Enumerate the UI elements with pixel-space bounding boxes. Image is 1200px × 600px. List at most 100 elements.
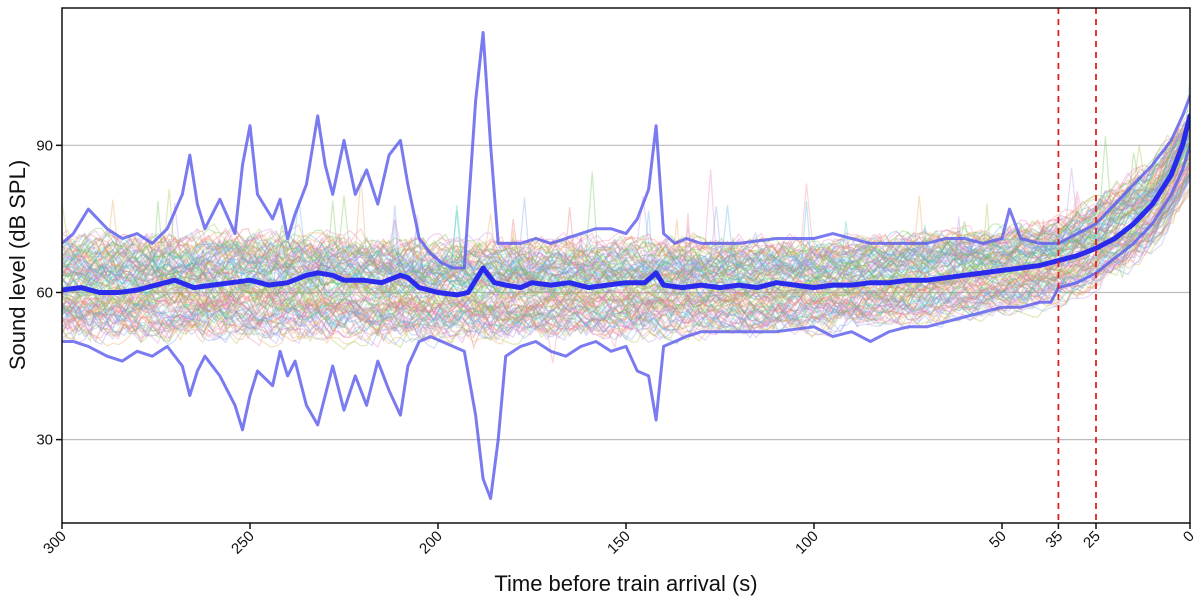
background-trace: [62, 156, 1190, 304]
x-tick-label-250: 250: [228, 528, 258, 558]
background-trace: [62, 164, 1190, 335]
background-trace: [62, 126, 1190, 280]
y-tick-label-60: 60: [36, 284, 53, 301]
background-trace: [62, 171, 1190, 332]
background-trace: [62, 137, 1190, 285]
background-trace: [62, 172, 1190, 339]
lower-percentile-line: [62, 143, 1190, 500]
background-trace: [62, 172, 1190, 336]
background-trace: [62, 127, 1190, 284]
background-trace: [62, 134, 1190, 294]
background-trace: [62, 140, 1190, 295]
background-trace: [62, 161, 1190, 321]
background-trace: [62, 175, 1190, 350]
background-trace: [62, 188, 1190, 348]
background-trace: [62, 130, 1190, 289]
background-trace: [62, 122, 1190, 286]
background-trace: [62, 172, 1190, 337]
background-trace: [62, 173, 1190, 340]
background-trace: [62, 129, 1190, 277]
background-trace: [62, 168, 1190, 345]
x-tick-label-100: 100: [792, 528, 822, 558]
background-trace: [62, 193, 1190, 338]
background-trace: [62, 75, 1190, 287]
background-trace: [62, 141, 1190, 296]
x-tick-label-0: 0: [1180, 528, 1198, 546]
x-tick-label-200: 200: [416, 528, 446, 558]
y-tick-label-90: 90: [36, 137, 53, 154]
background-trace: [62, 174, 1190, 364]
background-trace: [62, 165, 1190, 332]
background-trace: [62, 141, 1190, 286]
background-trace: [62, 169, 1190, 327]
background-trace: [62, 164, 1190, 329]
background-trace: [62, 177, 1190, 330]
background-trace: [62, 158, 1190, 315]
background-trace: [62, 124, 1190, 279]
background-trace: [62, 149, 1190, 313]
background-trace: [62, 163, 1190, 329]
background-trace: [62, 173, 1190, 330]
x-tick-label-50: 50: [986, 528, 1010, 552]
upper-percentile-line: [62, 31, 1190, 270]
grid: [62, 144, 1190, 441]
background-trace: [62, 164, 1190, 337]
background-traces: [62, 75, 1190, 364]
background-trace: [62, 116, 1190, 269]
background-trace: [62, 153, 1190, 307]
background-trace: [62, 173, 1190, 331]
background-trace: [62, 147, 1190, 313]
background-trace: [62, 177, 1190, 347]
background-trace: [62, 117, 1190, 273]
background-trace: [62, 145, 1190, 313]
background-trace: [62, 159, 1190, 326]
x-tick-label-25: 25: [1080, 528, 1104, 552]
background-trace: [62, 158, 1190, 338]
background-trace: [62, 172, 1190, 338]
background-trace: [62, 127, 1190, 302]
background-trace: [62, 132, 1190, 274]
series-lines: [62, 31, 1190, 500]
background-trace: [62, 127, 1190, 302]
background-trace: [62, 185, 1190, 351]
background-trace: [62, 148, 1190, 309]
background-trace: [62, 112, 1190, 264]
background-trace: [62, 163, 1190, 330]
background-trace: [62, 137, 1190, 286]
background-trace: [62, 157, 1190, 332]
background-trace: [62, 146, 1190, 308]
background-trace: [62, 179, 1190, 348]
background-trace: [62, 121, 1190, 274]
y-axis-title: Sound level (dB SPL): [5, 160, 30, 370]
x-axis-ticks: 300 250 200 150 100 50 35 25 0: [40, 523, 1198, 558]
reference-lines: [1057, 8, 1097, 523]
background-trace: [62, 168, 1190, 320]
background-trace: [62, 122, 1190, 269]
background-trace: [62, 179, 1190, 349]
background-trace: [62, 171, 1190, 323]
x-tick-label-300: 300: [40, 528, 70, 558]
background-trace: [62, 177, 1190, 326]
background-trace: [62, 133, 1190, 297]
background-trace: [62, 160, 1190, 321]
background-trace: [62, 168, 1190, 330]
background-trace: [62, 190, 1190, 345]
background-trace: [62, 132, 1190, 293]
background-trace: [62, 134, 1190, 292]
background-trace: [62, 111, 1190, 283]
background-trace: [62, 136, 1190, 282]
background-trace: [62, 135, 1190, 281]
background-trace: [62, 180, 1190, 339]
background-trace: [62, 137, 1190, 282]
y-axis-ticks: 30 60 90: [36, 137, 62, 449]
median-line: [62, 113, 1190, 298]
background-trace: [62, 148, 1190, 302]
background-trace: [62, 172, 1190, 326]
background-trace: [62, 116, 1190, 265]
background-trace: [62, 119, 1190, 281]
background-trace: [62, 119, 1190, 265]
background-trace: [62, 125, 1190, 273]
background-trace: [62, 137, 1190, 287]
